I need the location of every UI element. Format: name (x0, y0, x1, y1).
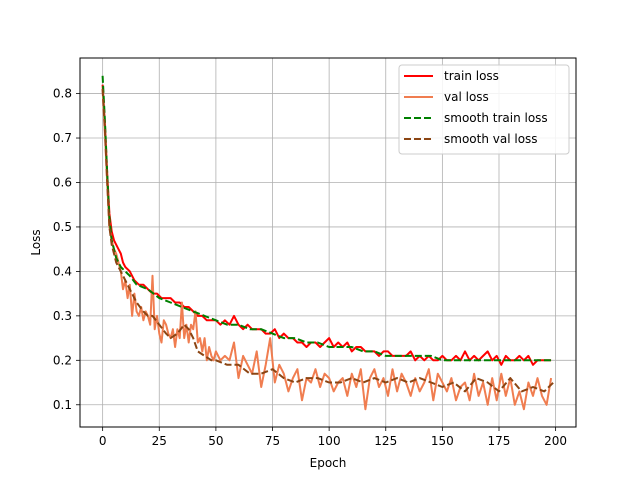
y-tick-label: 0.6 (53, 175, 72, 189)
axis-ticks: 0 25 50 75 100 125 150 175 200 0.1 0.2 0.3 0.4 0.5 0.6… (53, 87, 567, 448)
y-tick-label: 0.1 (53, 398, 72, 412)
x-tick-label: 100 (318, 434, 341, 448)
y-tick-label: 0.3 (53, 309, 72, 323)
x-axis-label: Epoch (310, 456, 347, 470)
legend-label: val loss (444, 90, 489, 104)
x-tick-label: 175 (488, 434, 511, 448)
y-tick-label: 0.2 (53, 353, 72, 367)
plot-series (101, 75, 555, 411)
legend-label: smooth train loss (444, 111, 548, 125)
y-axis-label: Loss (29, 229, 43, 255)
x-tick-label: 200 (544, 434, 567, 448)
plot-frame (79, 57, 577, 428)
smooth-val-loss-line (101, 89, 555, 393)
y-tick-label: 0.5 (53, 220, 72, 234)
y-tick-label: 0.4 (53, 264, 72, 278)
smooth-train-loss-line (101, 75, 554, 362)
x-tick-label: 50 (208, 434, 223, 448)
x-tick-label: 125 (374, 434, 397, 448)
y-tick-label: 0.7 (53, 131, 72, 145)
x-tick-label: 75 (265, 434, 280, 448)
x-tick-label: 0 (99, 434, 107, 448)
legend-label: smooth val loss (444, 132, 538, 146)
x-tick-label: 150 (431, 434, 454, 448)
train-loss-line (101, 84, 552, 366)
y-tick-label: 0.8 (53, 87, 72, 101)
grid (80, 58, 576, 427)
legend-label: train loss (444, 69, 499, 83)
legend-box (398, 64, 570, 155)
val-loss-line (101, 89, 553, 411)
legend: train loss val loss smooth train loss smoot… (398, 64, 570, 155)
x-tick-label: 25 (152, 434, 167, 448)
